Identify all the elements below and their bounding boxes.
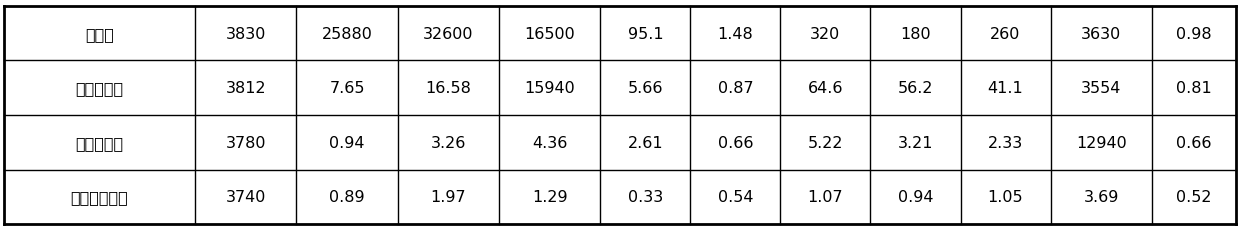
- Text: 0.98: 0.98: [1177, 27, 1211, 42]
- Text: 1.07: 1.07: [807, 189, 843, 204]
- Text: 0.81: 0.81: [1177, 81, 1211, 96]
- Text: 260: 260: [991, 27, 1021, 42]
- Text: 16.58: 16.58: [425, 81, 471, 96]
- Text: 3.21: 3.21: [898, 135, 934, 150]
- Text: 0.33: 0.33: [627, 189, 663, 204]
- Text: 2.61: 2.61: [627, 135, 663, 150]
- Text: 56.2: 56.2: [898, 81, 934, 96]
- Text: 95.1: 95.1: [627, 27, 663, 42]
- Text: 180: 180: [900, 27, 931, 42]
- Text: 64.6: 64.6: [807, 81, 843, 96]
- Text: 15940: 15940: [525, 81, 575, 96]
- Text: 0.94: 0.94: [898, 189, 934, 204]
- Text: 320: 320: [810, 27, 841, 42]
- Text: 4.36: 4.36: [532, 135, 568, 150]
- Text: 0.66: 0.66: [718, 135, 753, 150]
- Text: 3554: 3554: [1081, 81, 1121, 96]
- Text: 3630: 3630: [1081, 27, 1121, 42]
- Text: 3.69: 3.69: [1084, 189, 1118, 204]
- Text: 一次萍余液: 一次萍余液: [76, 81, 124, 96]
- Text: 41.1: 41.1: [987, 81, 1023, 96]
- Text: 0.52: 0.52: [1177, 189, 1211, 204]
- Text: 0.66: 0.66: [1177, 135, 1211, 150]
- Text: 32600: 32600: [423, 27, 474, 42]
- Text: 0.87: 0.87: [718, 81, 753, 96]
- Text: 0.54: 0.54: [718, 189, 753, 204]
- Text: 7.65: 7.65: [330, 81, 365, 96]
- Text: 0.89: 0.89: [330, 189, 365, 204]
- Text: 5.66: 5.66: [627, 81, 663, 96]
- Text: 1.05: 1.05: [988, 189, 1023, 204]
- Text: 25880: 25880: [321, 27, 372, 42]
- Text: 0.94: 0.94: [330, 135, 365, 150]
- Text: 12940: 12940: [1076, 135, 1127, 150]
- Text: 1.48: 1.48: [718, 27, 753, 42]
- Text: 3780: 3780: [226, 135, 265, 150]
- Text: 3812: 3812: [226, 81, 267, 96]
- Text: 1.29: 1.29: [532, 189, 568, 204]
- Text: 2.33: 2.33: [988, 135, 1023, 150]
- Text: 3740: 3740: [226, 189, 265, 204]
- Text: 3.26: 3.26: [430, 135, 466, 150]
- Text: 1.97: 1.97: [430, 189, 466, 204]
- Text: 3830: 3830: [226, 27, 265, 42]
- Text: 净化富锂溶液: 净化富锂溶液: [71, 189, 128, 204]
- Text: 二次萍余液: 二次萍余液: [76, 135, 124, 150]
- Text: 16500: 16500: [525, 27, 575, 42]
- Text: 酸浸液: 酸浸液: [86, 27, 114, 42]
- Text: 5.22: 5.22: [807, 135, 843, 150]
